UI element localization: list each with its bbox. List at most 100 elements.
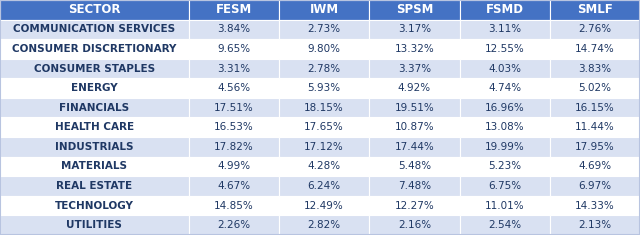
Bar <box>460 137 550 157</box>
Text: 11.01%: 11.01% <box>485 201 524 211</box>
Bar <box>550 137 640 157</box>
Bar <box>550 0 640 20</box>
Text: IWM: IWM <box>310 3 339 16</box>
Bar <box>279 196 369 215</box>
Bar <box>369 157 460 176</box>
Text: 3.83%: 3.83% <box>579 63 611 74</box>
Text: MATERIALS: MATERIALS <box>61 161 127 172</box>
Bar <box>189 215 279 235</box>
Bar <box>189 157 279 176</box>
Bar <box>279 157 369 176</box>
Text: 19.99%: 19.99% <box>484 142 525 152</box>
Text: 17.65%: 17.65% <box>304 122 344 132</box>
Text: FINANCIALS: FINANCIALS <box>60 103 129 113</box>
Text: 2.54%: 2.54% <box>488 220 521 230</box>
Text: UTILITIES: UTILITIES <box>67 220 122 230</box>
Text: INDUSTRIALS: INDUSTRIALS <box>55 142 134 152</box>
Bar <box>279 137 369 157</box>
Bar <box>460 157 550 176</box>
Bar <box>460 20 550 39</box>
Bar <box>189 196 279 215</box>
Text: 6.24%: 6.24% <box>308 181 340 191</box>
Text: 16.53%: 16.53% <box>214 122 254 132</box>
Text: 6.75%: 6.75% <box>488 181 521 191</box>
Bar <box>189 20 279 39</box>
Text: ENERGY: ENERGY <box>71 83 118 93</box>
Text: 13.08%: 13.08% <box>485 122 524 132</box>
Bar <box>369 20 460 39</box>
Bar <box>550 39 640 59</box>
Bar <box>550 215 640 235</box>
Text: 12.27%: 12.27% <box>394 201 435 211</box>
Text: 4.99%: 4.99% <box>218 161 250 172</box>
Bar <box>460 196 550 215</box>
Bar <box>0 0 189 20</box>
Text: 7.48%: 7.48% <box>398 181 431 191</box>
Text: 10.87%: 10.87% <box>395 122 434 132</box>
Bar <box>460 118 550 137</box>
Text: FESM: FESM <box>216 3 252 16</box>
Text: 3.31%: 3.31% <box>218 63 250 74</box>
Bar <box>189 137 279 157</box>
Bar <box>0 98 189 118</box>
Text: TECHNOLOGY: TECHNOLOGY <box>55 201 134 211</box>
Text: SMLF: SMLF <box>577 3 612 16</box>
Bar <box>279 20 369 39</box>
Text: 17.44%: 17.44% <box>394 142 435 152</box>
Text: HEALTH CARE: HEALTH CARE <box>55 122 134 132</box>
Text: 17.51%: 17.51% <box>214 103 254 113</box>
Text: 18.15%: 18.15% <box>304 103 344 113</box>
Bar <box>0 39 189 59</box>
Bar <box>279 59 369 78</box>
Text: 14.85%: 14.85% <box>214 201 254 211</box>
Bar <box>0 20 189 39</box>
Text: 9.65%: 9.65% <box>218 44 250 54</box>
Bar <box>279 215 369 235</box>
Bar <box>189 98 279 118</box>
Bar <box>369 137 460 157</box>
Text: 2.82%: 2.82% <box>308 220 340 230</box>
Text: COMMUNICATION SERVICES: COMMUNICATION SERVICES <box>13 24 175 34</box>
Bar <box>550 98 640 118</box>
Text: 2.76%: 2.76% <box>579 24 611 34</box>
Text: 2.73%: 2.73% <box>308 24 340 34</box>
Bar <box>460 0 550 20</box>
Text: 11.44%: 11.44% <box>575 122 615 132</box>
Text: 4.67%: 4.67% <box>218 181 250 191</box>
Text: FSMD: FSMD <box>486 3 524 16</box>
Bar <box>550 78 640 98</box>
Text: 16.96%: 16.96% <box>484 103 525 113</box>
Bar <box>460 78 550 98</box>
Bar <box>550 157 640 176</box>
Bar <box>0 59 189 78</box>
Bar <box>0 196 189 215</box>
Bar <box>550 20 640 39</box>
Bar <box>550 196 640 215</box>
Bar <box>0 215 189 235</box>
Bar <box>279 39 369 59</box>
Text: 2.78%: 2.78% <box>308 63 340 74</box>
Text: 4.56%: 4.56% <box>218 83 250 93</box>
Text: SECTOR: SECTOR <box>68 3 121 16</box>
Text: 4.74%: 4.74% <box>488 83 521 93</box>
Bar <box>189 59 279 78</box>
Bar <box>550 176 640 196</box>
Bar <box>460 176 550 196</box>
Bar <box>369 98 460 118</box>
Text: CONSUMER DISCRETIONARY: CONSUMER DISCRETIONARY <box>12 44 177 54</box>
Text: 2.13%: 2.13% <box>579 220 611 230</box>
Bar <box>279 176 369 196</box>
Bar <box>369 78 460 98</box>
Text: 4.92%: 4.92% <box>398 83 431 93</box>
Bar <box>460 215 550 235</box>
Text: 14.74%: 14.74% <box>575 44 615 54</box>
Text: 2.26%: 2.26% <box>218 220 250 230</box>
Bar <box>0 78 189 98</box>
Bar <box>189 118 279 137</box>
Bar <box>0 118 189 137</box>
Bar <box>0 176 189 196</box>
Text: SPSM: SPSM <box>396 3 433 16</box>
Text: 4.69%: 4.69% <box>579 161 611 172</box>
Text: 16.15%: 16.15% <box>575 103 615 113</box>
Bar <box>0 157 189 176</box>
